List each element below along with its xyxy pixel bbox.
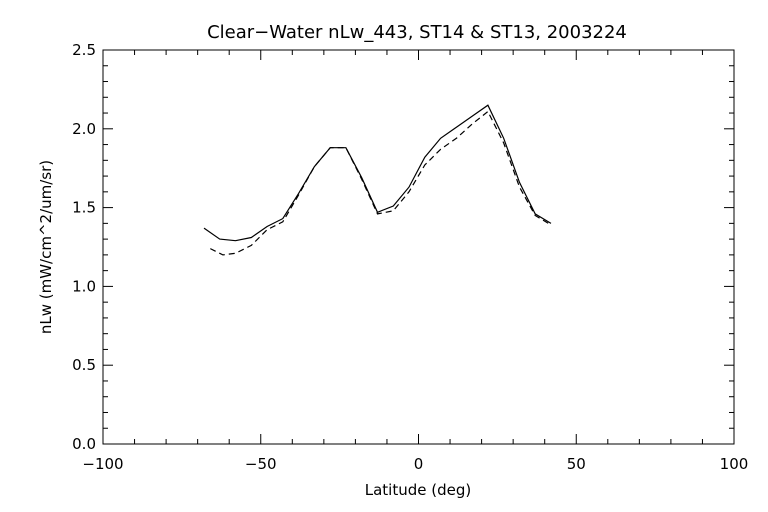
plot-frame (102, 49, 735, 445)
x-axis: −100 −50 0 50 100 (82, 50, 748, 473)
y-tick-label: 0.0 (72, 435, 96, 453)
y-tick-label: 2.0 (72, 120, 96, 138)
x-axis-title: Latitude (deg) (365, 481, 471, 499)
x-tick-label: 0 (414, 455, 424, 473)
chart-title: Clear−Water nLw_443, ST14 & ST13, 200322… (207, 22, 627, 43)
y-tick-label: 1.5 (72, 199, 96, 217)
y-axis-title: nLw (mW/cm^2/um/sr) (37, 160, 55, 334)
x-tick-label: −100 (82, 455, 123, 473)
x-tick-label: −50 (245, 455, 277, 473)
series-line-dashed (210, 110, 552, 256)
series-line-solid (203, 104, 552, 242)
y-tick-label: 1.0 (72, 277, 96, 295)
plot-area (203, 104, 552, 256)
x-tick-label: 50 (567, 455, 586, 473)
x-tick-label: 100 (720, 455, 749, 473)
y-tick-label: 0.5 (72, 356, 96, 374)
y-tick-label: 2.5 (72, 41, 96, 59)
y-axis: 0.0 0.5 1.0 1.5 2.0 2.5 (72, 41, 734, 453)
